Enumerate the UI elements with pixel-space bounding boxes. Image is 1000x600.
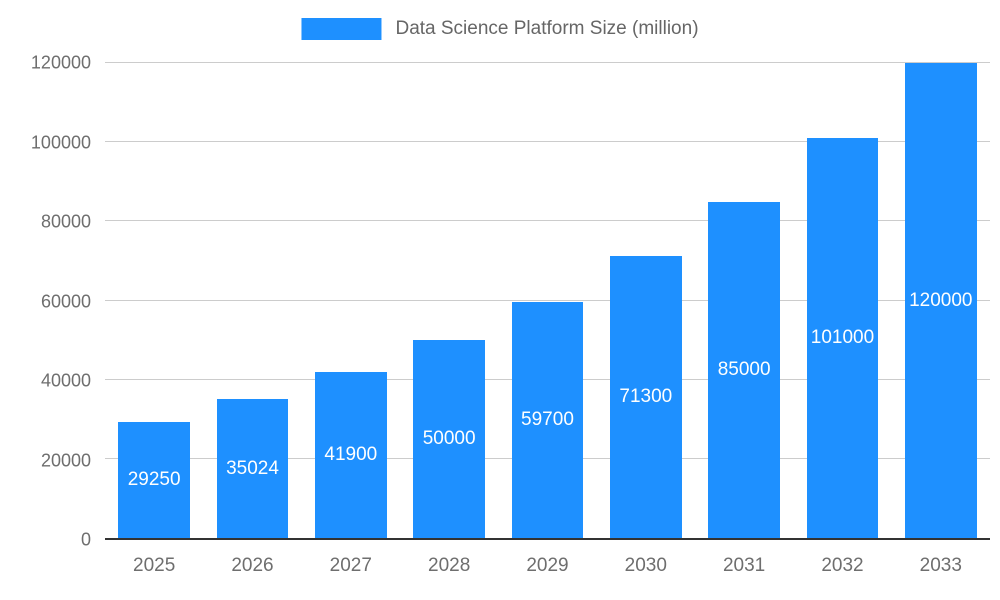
bar-slot: 41900: [302, 63, 400, 538]
bar-slot: 35024: [203, 63, 301, 538]
y-tick-label: 40000: [40, 370, 91, 391]
x-tick-label: 2029: [526, 555, 569, 576]
plot-area: 29250 35024 41900 50000 59700 71300 85000 10100…: [105, 62, 990, 540]
bar-value-label: 71300: [619, 385, 673, 407]
bar-slot: 71300: [597, 63, 695, 538]
bar-2025[interactable]: 29250: [118, 422, 191, 538]
bar-2032[interactable]: 101000: [806, 138, 879, 538]
gridline: [105, 220, 990, 222]
x-tick-label: 2026: [231, 555, 274, 576]
y-tick-label: 60000: [40, 291, 91, 311]
x-tick-label: 2031: [722, 555, 766, 576]
y-axis: 0 20000 40000 60000 80000 100000 120000: [10, 53, 105, 550]
gridline: [105, 299, 990, 301]
bar-value-label: 41900: [324, 444, 378, 466]
x-tick-label: 2025: [133, 555, 176, 576]
gridline: [105, 141, 990, 143]
plot-wrap: 0 20000 40000 60000 80000 100000 120000 29250 3…: [31, 53, 990, 576]
bar-slot: 50000: [400, 63, 498, 538]
y-tick-label: 80000: [40, 211, 91, 232]
bar-2028[interactable]: 50000: [413, 340, 486, 538]
x-tick-label: 2033: [919, 555, 962, 576]
bar-value-label: 50000: [422, 428, 476, 450]
bar-2029[interactable]: 59700: [511, 301, 584, 538]
bar-slot: 59700: [498, 63, 596, 538]
bar-2030[interactable]: 71300: [609, 255, 682, 538]
x-tick-label: 2030: [624, 555, 667, 576]
bar-value-label: 101000: [810, 327, 875, 349]
bar-2026[interactable]: 35024: [216, 399, 289, 538]
bar-slot: 101000: [793, 63, 891, 538]
legend: Data Science Platform Size (million): [301, 18, 699, 40]
x-axis: 2025 2026 2027 2028 2029 2030 2031 2032 2033: [105, 540, 990, 577]
bar-value-label: 120000: [909, 289, 973, 311]
x-tick-label: 2032: [821, 555, 864, 576]
bar-2027[interactable]: 41900: [314, 372, 387, 538]
x-tick-label: 2027: [329, 555, 372, 576]
y-tick-label: 120000: [30, 52, 91, 73]
bar-value-label: 35024: [226, 457, 279, 479]
bar-value-label: 29250: [127, 469, 181, 491]
x-tick-label: 2028: [428, 555, 471, 576]
bar-value-label: 59700: [521, 408, 574, 430]
legend-label: Data Science Platform Size (million): [395, 18, 699, 39]
bar-2031[interactable]: 85000: [708, 201, 781, 538]
y-tick-label: 0: [80, 529, 91, 550]
legend-swatch: [301, 18, 382, 40]
bar-slot: 29250: [105, 63, 203, 538]
y-tick-label: 20000: [40, 450, 91, 471]
gridline: [105, 62, 990, 63]
bar-slot: 120000: [892, 63, 990, 538]
y-tick-label: 100000: [30, 132, 91, 152]
bar-slot: 85000: [695, 63, 793, 538]
bar-value-label: 85000: [717, 358, 771, 380]
bar-2033[interactable]: 120000: [904, 63, 977, 538]
